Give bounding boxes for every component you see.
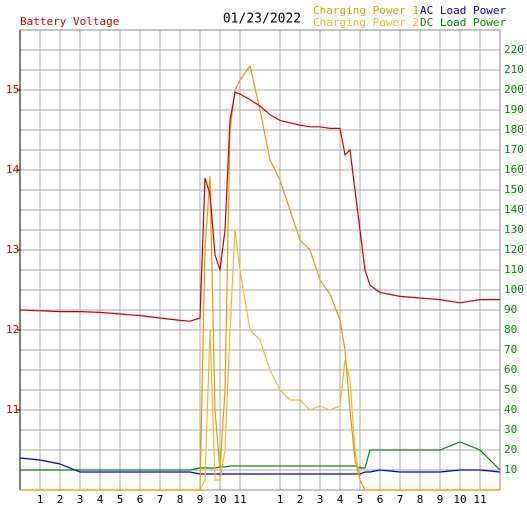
x-tick-label: 3 [77, 493, 84, 506]
legend-entry: Charging Power 2 [313, 16, 419, 29]
x-tick-label: 10 [213, 493, 226, 506]
y-tick-label: 11 [6, 403, 19, 416]
y2-tick-label: 50 [504, 383, 517, 396]
y2-tick-label: 30 [504, 423, 517, 436]
y-tick-label: 13 [6, 243, 19, 256]
x-tick-label: 1 [37, 493, 44, 506]
y2-tick-label: 150 [504, 183, 524, 196]
y2-tick-label: 140 [504, 203, 524, 216]
y2-tick-label: 200 [504, 83, 524, 96]
legend-entry: Battery Voltage [20, 15, 119, 28]
x-tick-label: 5 [117, 493, 124, 506]
x-tick-label: 11 [473, 493, 486, 506]
x-tick-label: 6 [377, 493, 384, 506]
legend-entry: AC Load Power [420, 4, 506, 17]
x-tick-label: 7 [157, 493, 164, 506]
x-tick-label: 4 [97, 493, 104, 506]
x-tick-label: 6 [137, 493, 144, 506]
x-tick-label: 8 [417, 493, 424, 506]
series-line [20, 64, 500, 491]
y2-tick-label: 100 [504, 283, 524, 296]
x-tick-label: 4 [337, 493, 344, 506]
x-tick-label: 11 [233, 493, 246, 506]
y2-tick-label: 130 [504, 223, 524, 236]
y2-tick-label: 40 [504, 403, 517, 416]
legend-entry: DC Load Power [420, 16, 506, 29]
y2-tick-label: 210 [504, 63, 524, 76]
x-tick-label: 5 [357, 493, 364, 506]
x-tick-label: 1 [277, 493, 284, 506]
x-tick-label: 8 [177, 493, 184, 506]
y2-tick-label: 160 [504, 163, 524, 176]
y2-tick-label: 170 [504, 143, 524, 156]
y2-tick-label: 110 [504, 263, 524, 276]
x-tick-label: 9 [437, 493, 444, 506]
x-tick-label: 2 [57, 493, 64, 506]
y-tick-label: 14 [6, 163, 20, 176]
y2-tick-label: 80 [504, 323, 517, 336]
y2-tick-label: 10 [504, 463, 517, 476]
y2-tick-label: 190 [504, 103, 524, 116]
y2-tick-label: 220 [504, 43, 524, 56]
y-tick-label: 12 [6, 323, 19, 336]
x-tick-label: 3 [317, 493, 324, 506]
y2-tick-label: 120 [504, 243, 524, 256]
x-tick-label: 10 [453, 493, 466, 506]
legend-entry: Charging Power 1 [313, 4, 419, 17]
x-tick-label: 7 [397, 493, 404, 506]
y2-tick-label: 180 [504, 123, 524, 136]
series-line [20, 441, 501, 471]
y2-tick-label: 20 [504, 443, 517, 456]
y-tick-label: 15 [6, 83, 19, 96]
chart-title: 01/23/2022 [223, 12, 301, 27]
x-tick-label: 2 [297, 493, 304, 506]
y2-tick-label: 70 [504, 343, 517, 356]
y2-tick-label: 60 [504, 363, 517, 376]
x-tick-label: 9 [197, 493, 204, 506]
series-line [19, 457, 501, 475]
series-line [19, 91, 500, 322]
y2-tick-label: 90 [504, 303, 517, 316]
